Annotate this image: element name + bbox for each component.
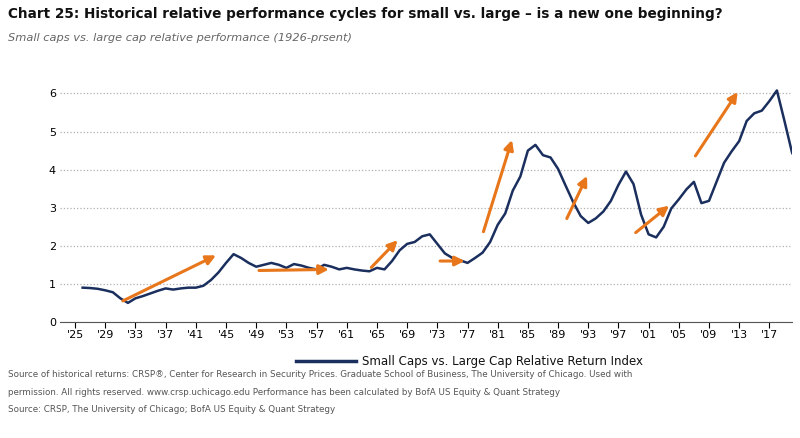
Text: Source: CRSP, The University of Chicago; BofA US Equity & Quant Strategy: Source: CRSP, The University of Chicago;… [8,405,335,414]
Text: permission. All rights reserved. www.crsp.uchicago.edu Performance has been calc: permission. All rights reserved. www.crs… [8,388,560,397]
Text: Small Caps vs. Large Cap Relative Return Index: Small Caps vs. Large Cap Relative Return… [362,355,642,368]
Text: Chart 25: Historical relative performance cycles for small vs. large – is a new : Chart 25: Historical relative performanc… [8,7,722,21]
Text: Small caps vs. large cap relative performance (1926-prsent): Small caps vs. large cap relative perfor… [8,33,352,43]
Text: Source of historical returns: CRSP®, Center for Research in Security Prices. Gra: Source of historical returns: CRSP®, Cen… [8,370,632,379]
